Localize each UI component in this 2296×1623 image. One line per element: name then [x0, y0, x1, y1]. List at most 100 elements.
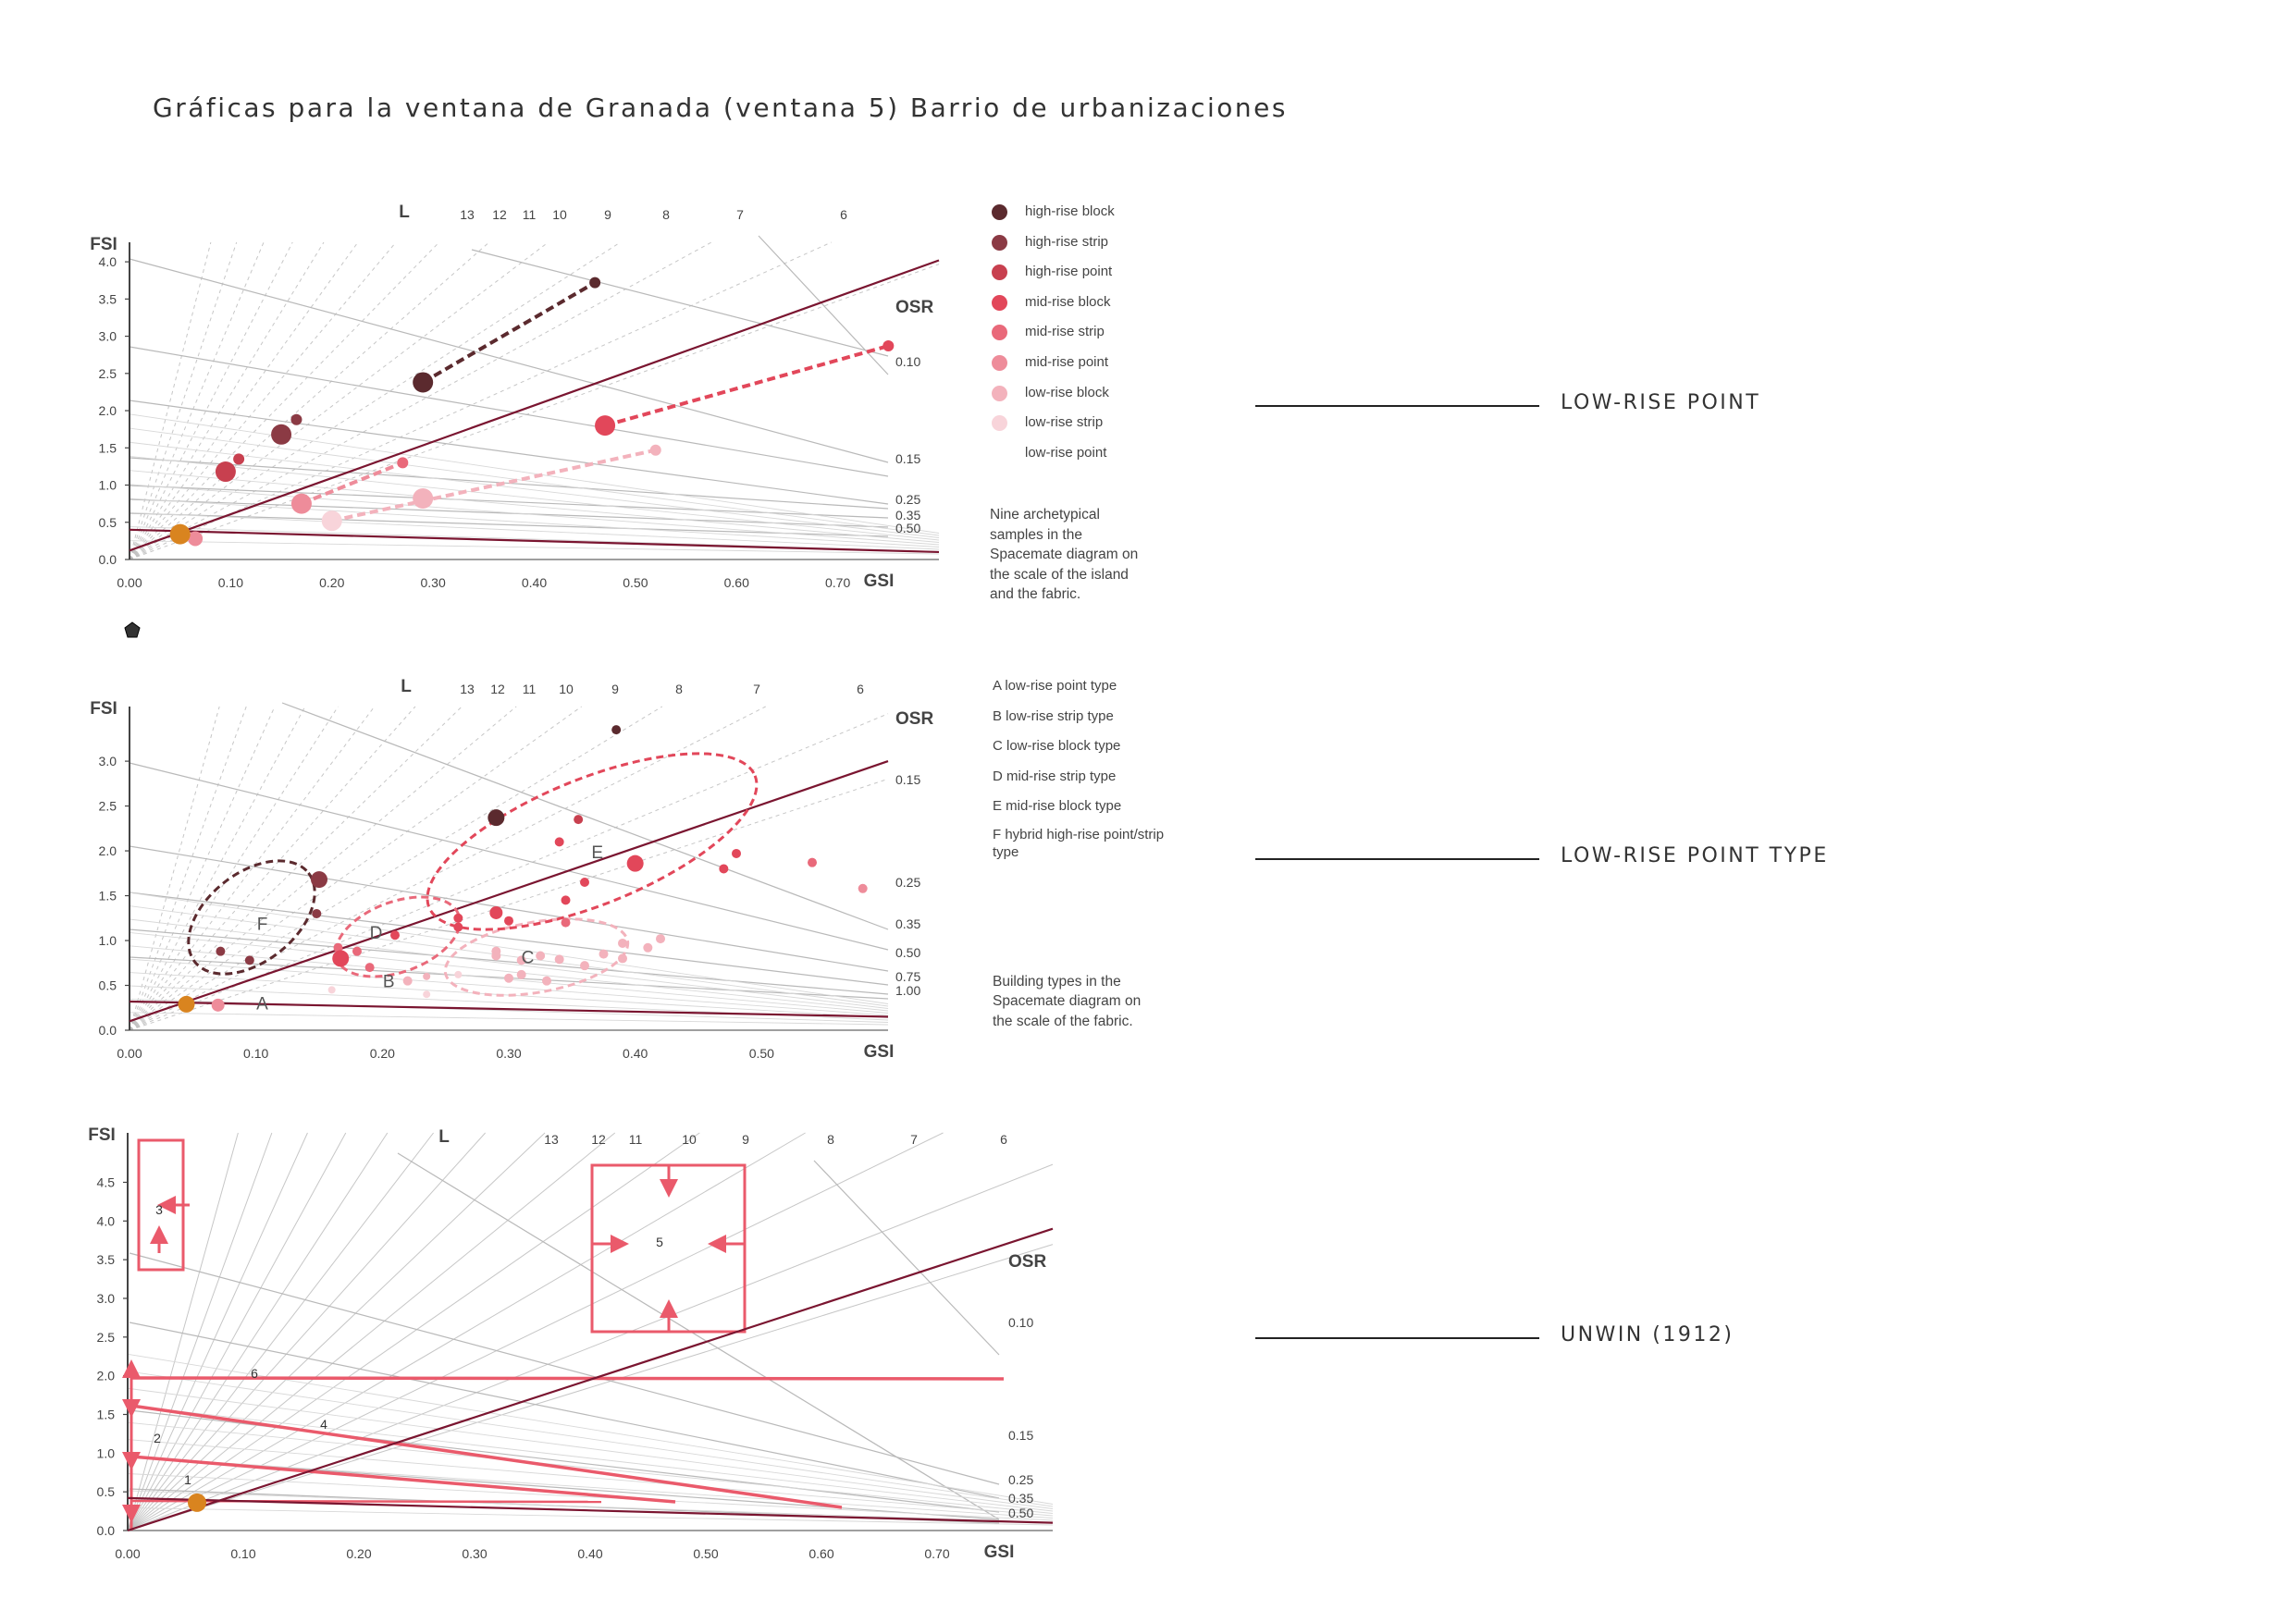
cluster-ellipse	[426, 752, 759, 931]
l-value-label: 13	[460, 682, 475, 696]
data-point	[589, 277, 601, 289]
osr-line	[471, 249, 889, 357]
leader-line	[1255, 1337, 1539, 1339]
x-tick-label: 0.70	[924, 1546, 949, 1561]
osr-value-label: 0.50	[895, 521, 920, 535]
fsi-fan-line	[127, 1132, 273, 1531]
osr-line	[129, 485, 889, 519]
x-tick-label: 0.20	[370, 1046, 395, 1061]
data-point	[290, 493, 312, 514]
unwin-arrow-icon	[122, 1359, 141, 1378]
legend-swatch	[992, 385, 1007, 401]
osr-value-label: 0.35	[1008, 1491, 1033, 1506]
y-axis-label: FSI	[90, 699, 117, 719]
data-point	[516, 955, 526, 965]
cluster-ellipse	[443, 917, 630, 997]
x-axis-label: GSI	[864, 572, 895, 591]
legend-label: mid-rise strip	[1025, 324, 1105, 340]
y-tick-label: 0.0	[97, 1523, 116, 1538]
legend-item: low-rise strip	[990, 408, 1147, 438]
data-point	[413, 372, 434, 393]
data-point	[516, 969, 526, 979]
osr-fine-line	[129, 427, 940, 536]
unwin-line	[130, 1376, 1005, 1381]
x-tick-label: 0.00	[117, 1046, 142, 1061]
osr-fine-line	[127, 1473, 1054, 1521]
data-point	[618, 938, 627, 948]
fsi-fan-line	[129, 241, 549, 560]
data-point	[211, 998, 225, 1012]
x-tick-label: 0.60	[809, 1546, 833, 1561]
data-point	[883, 340, 895, 352]
osr-line	[129, 891, 889, 986]
osr-fine-line	[129, 456, 940, 541]
data-point	[504, 973, 513, 983]
unwin-line	[130, 1404, 843, 1509]
fsi-fan-line	[127, 1132, 486, 1531]
fsi-fan-line	[127, 1132, 434, 1531]
fsi-fan-line	[129, 706, 339, 1031]
y-tick-label: 1.5	[99, 889, 117, 904]
osr-value-label: 0.25	[895, 492, 920, 507]
l-value-label: 6	[1000, 1132, 1007, 1147]
fsi-fan-line	[129, 706, 582, 1031]
osr-fine-line	[127, 1405, 1054, 1512]
osr-value-label: 0.10	[895, 354, 920, 369]
osr-fine-line	[129, 413, 940, 534]
osr-fine-line	[129, 905, 889, 1007]
project-line	[127, 1227, 1054, 1532]
project-line	[129, 259, 940, 552]
x-tick-label: 0.20	[319, 575, 344, 590]
x-tick-label: 0.50	[693, 1546, 718, 1561]
data-point	[542, 976, 551, 986]
l-value-label: 7	[910, 1132, 918, 1147]
fsi-fan-line	[127, 1132, 239, 1531]
data-point	[312, 908, 322, 918]
osr-value-label: 1.00	[895, 983, 920, 998]
osr-line	[129, 346, 889, 477]
l-value-label: 7	[753, 682, 760, 696]
l-value-label: 8	[662, 207, 670, 222]
legend-label: low-rise strip	[1025, 414, 1104, 431]
y-tick-label: 1.0	[99, 933, 117, 948]
l-axis-label: L	[401, 677, 412, 696]
legend-building-types: A low-rise point type B low-rise strip ty…	[993, 671, 1178, 1031]
l-axis-label: L	[438, 1127, 450, 1147]
osr-fine-line	[129, 931, 889, 1012]
osr-value-label: 0.15	[895, 772, 920, 787]
osr-fine-line	[129, 1012, 889, 1026]
y-tick-label: 4.5	[97, 1174, 116, 1189]
legend-swatch	[992, 264, 1007, 281]
data-point	[858, 883, 868, 893]
legend-building-archetypes: high-rise block high-rise strip high-rise …	[990, 197, 1147, 605]
fsi-fan-line	[129, 241, 832, 560]
l-value-label: 6	[857, 682, 864, 696]
y-tick-label: 0.5	[99, 515, 117, 530]
data-point	[561, 895, 571, 905]
legend-item: mid-rise block	[990, 288, 1147, 318]
osr-line	[129, 1252, 1000, 1485]
legend-swatch	[992, 294, 1007, 311]
y-tick-label: 0.5	[97, 1484, 116, 1499]
data-point	[808, 857, 817, 867]
l-value-label: 13	[544, 1132, 559, 1147]
unwin-arrow-icon	[611, 1235, 629, 1253]
y-tick-label: 2.5	[97, 1330, 116, 1345]
osr-line	[129, 928, 889, 995]
osr-value-label: 0.15	[1008, 1428, 1033, 1443]
osr-line	[129, 512, 889, 537]
data-point	[504, 916, 513, 926]
osr-axis-label: OSR	[895, 298, 933, 317]
fsi-fan-line	[129, 706, 276, 1031]
data-point	[656, 934, 665, 944]
osr-fine-line	[129, 540, 940, 555]
y-tick-label: 1.0	[97, 1445, 116, 1460]
cluster-label: E	[591, 843, 603, 863]
osr-fine-line	[127, 1421, 1054, 1514]
cluster-label: A	[256, 995, 268, 1014]
legend-item: mid-rise point	[990, 348, 1147, 378]
legend-item: C low-rise block type	[993, 738, 1121, 755]
page-title: Gráficas para la ventana de Granada (ven…	[153, 92, 1288, 123]
fsi-fan-line	[129, 706, 220, 1031]
data-point	[453, 913, 463, 923]
